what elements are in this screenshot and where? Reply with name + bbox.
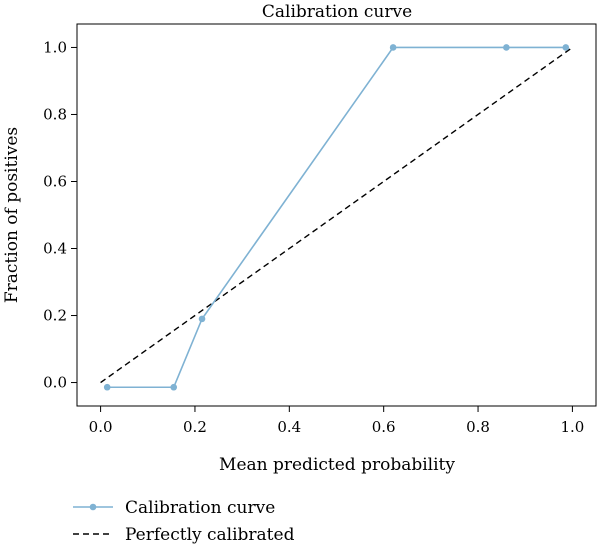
data-point-calibration-curve — [389, 44, 397, 51]
x-tick-label: 0.2 — [183, 418, 207, 436]
y-tick-label: 0.4 — [43, 240, 67, 258]
series-line-calibration-curve — [107, 46, 566, 389]
legend-item-perfectly-calibrated: Perfectly calibrated — [73, 525, 295, 545]
chart-title: Calibration curve — [262, 2, 412, 22]
y-axis-label: Fraction of positives — [2, 127, 22, 303]
y-tick-label: 0.0 — [43, 374, 67, 392]
x-tick-label: 0.4 — [277, 418, 301, 436]
y-tick-label: 0.2 — [43, 307, 67, 325]
plot-frame — [76, 23, 597, 407]
legend-label-calibration-curve: Calibration curve — [125, 498, 275, 518]
legend-item-calibration-curve: Calibration curve — [73, 498, 275, 518]
x-tick-label: 0.6 — [372, 418, 396, 436]
data-point-calibration-curve — [198, 315, 206, 323]
series-layer — [100, 44, 573, 391]
y-tick-label: 0.8 — [43, 105, 67, 123]
x-tick-label: 1.0 — [560, 418, 584, 436]
data-point-calibration-curve — [170, 383, 178, 391]
legend-label-perfectly-calibrated: Perfectly calibrated — [125, 525, 295, 545]
data-point-calibration-curve — [103, 383, 111, 391]
data-point-calibration-curve — [503, 44, 510, 51]
series-line-perfectly-calibrated — [100, 46, 573, 384]
x-axis-ticks: 0.0 0.2 0.4 0.6 0.8 1.0 — [89, 406, 584, 436]
y-tick-label: 1.0 — [43, 38, 67, 56]
y-tick-label: 0.6 — [43, 172, 67, 190]
legend-marker-calibration-curve — [89, 503, 97, 511]
x-axis-label: Mean predicted probability — [219, 455, 455, 475]
data-point-calibration-curve — [562, 44, 570, 51]
y-axis-ticks: 0.0 0.2 0.4 0.6 0.8 1.0 — [43, 38, 77, 392]
x-tick-label: 0.0 — [89, 418, 113, 436]
x-tick-label: 0.8 — [466, 418, 490, 436]
legend: Calibration curve Perfectly calibrated — [73, 498, 295, 545]
